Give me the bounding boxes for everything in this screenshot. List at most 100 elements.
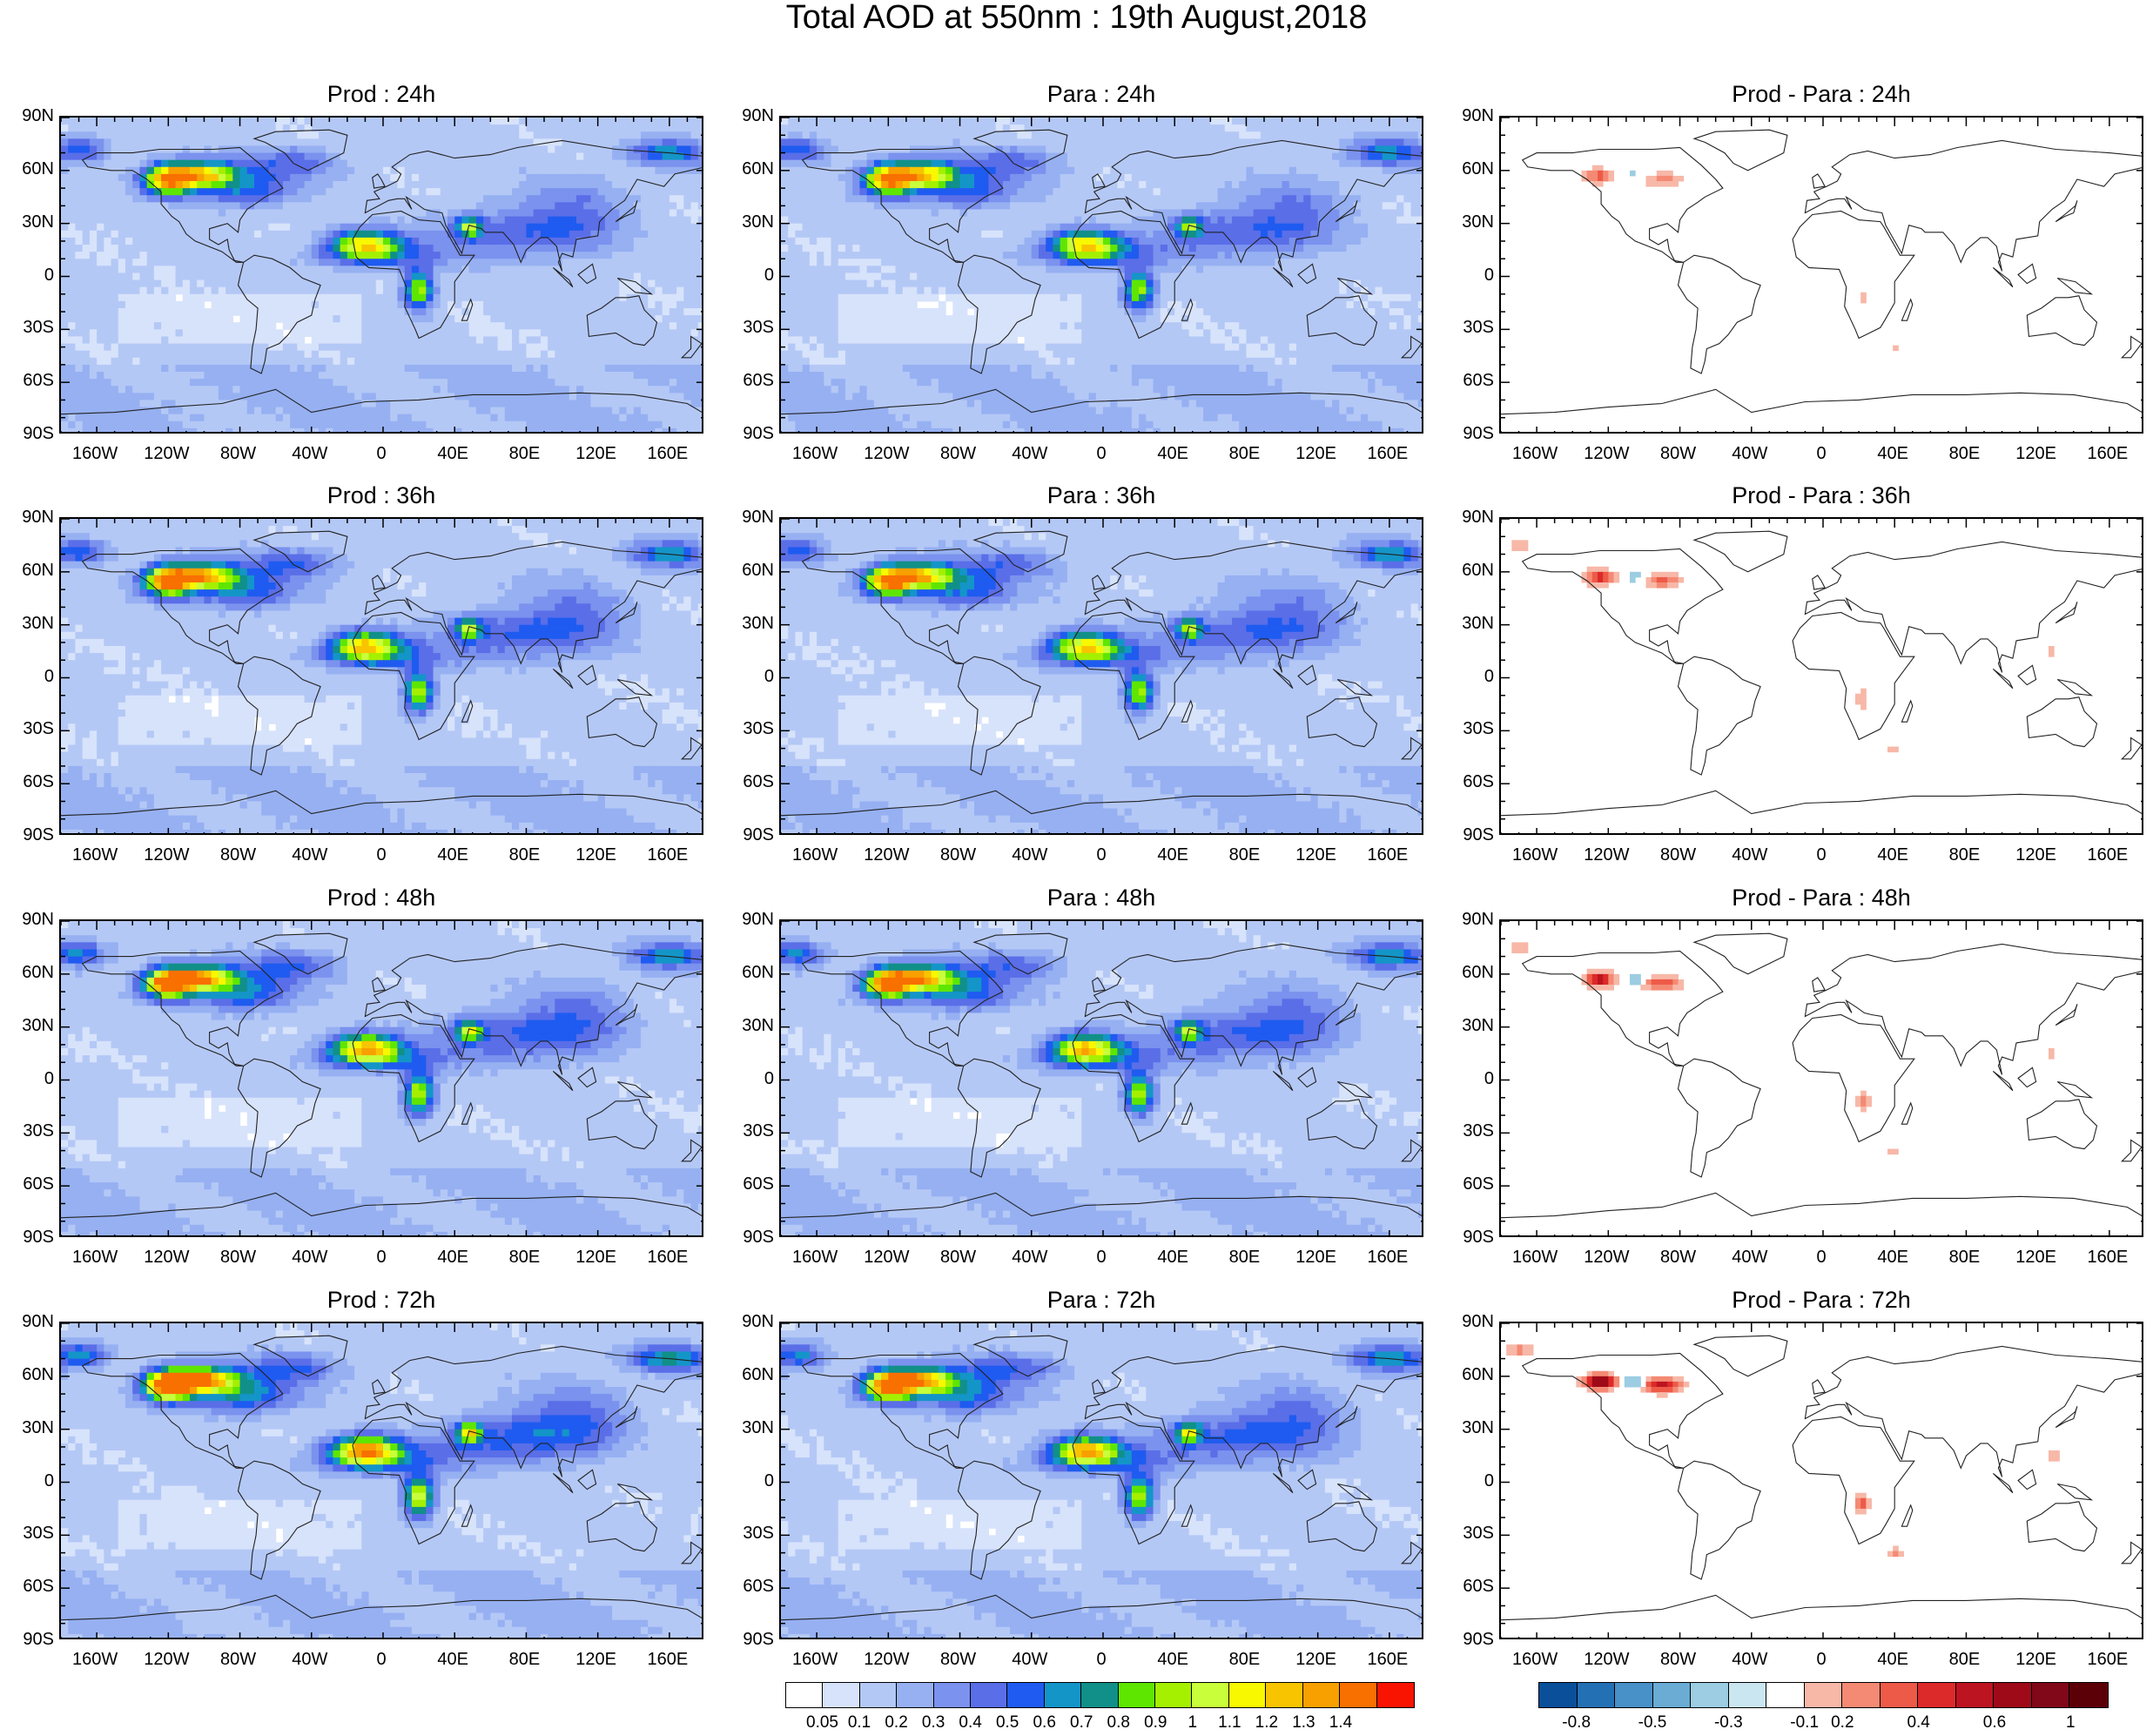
coastline [1092,1379,1106,1395]
latitude-label: 0 [722,1069,774,1088]
antarctic-coastline [781,1594,1422,1621]
aod-map [779,116,1423,434]
coastline [352,1013,475,1143]
latitude-label: 90N [2,910,54,929]
longitude-label: 40W [995,1248,1065,1267]
colorbar-label: 1.2 [1241,1713,1293,1733]
coastline [1084,139,1422,272]
longitude-label: 120W [851,845,921,865]
latitude-label: 60N [2,963,54,982]
latitude-label: 60N [722,963,774,982]
latitude-label: 60S [2,1577,54,1596]
longitude-label: 120W [851,444,921,463]
coastline [1992,1472,2014,1494]
coastline [237,656,321,776]
longitude-label: 120W [131,1650,201,1669]
longitude-label: 40W [1715,845,1785,865]
coastline [1092,173,1106,189]
latitude-label: 30N [722,1418,774,1437]
latitude-label: 30S [1442,1524,1494,1543]
aod-map [779,517,1423,835]
coastline [586,1501,658,1552]
coastline [801,146,1004,263]
latitude-label: 90N [1442,106,1494,125]
coastline [1692,932,1788,975]
longitude-label: 80W [204,845,273,865]
latitude-label: 90S [1442,1630,1494,1649]
coastline [586,295,658,347]
antarctic-coastline [61,388,702,415]
colorbar-swatch [1652,1683,1692,1707]
latitude-label: 30S [1442,318,1494,337]
coastline [1792,1416,1915,1545]
coastline [1792,210,1915,340]
coastline [2017,1066,2037,1088]
latitude-label: 60S [722,1577,774,1596]
coastline [364,943,702,1075]
latitude-label: 30S [722,719,774,738]
longitude-label: 0 [1066,444,1136,463]
longitude-label: 40W [275,444,345,463]
antarctic-coastline [781,1192,1422,1219]
longitude-label: 120E [2002,1248,2071,1267]
colorbar-swatch [1766,1683,1805,1707]
longitude-label: 80E [489,1650,559,1669]
coastline [801,950,1004,1066]
latitude-label: 30S [1442,719,1494,738]
longitude-label: 80W [1644,845,1713,865]
latitude-label: 30N [1442,614,1494,633]
coastline [1400,1139,1422,1162]
latitude-label: 0 [1442,1069,1494,1088]
latitude-label: 90N [2,106,54,125]
latitude-label: 90N [1442,910,1494,929]
longitude-label: 160E [2073,1650,2143,1669]
colorbar-label: 0.05 [797,1713,849,1733]
coastline [2017,1469,2037,1490]
coastline [615,602,638,624]
latitude-label: 90S [1442,1228,1494,1247]
coastline [1272,266,1294,288]
coastline [461,699,474,723]
coastline [2120,1541,2142,1564]
colorbar-swatch [1266,1683,1303,1707]
coastline [1812,977,1826,992]
latitude-label: 60N [2,561,54,580]
aod-map [59,1322,703,1639]
panel-title: Prod : 48h [59,885,703,911]
longitude-label: 0 [1786,444,1856,463]
latitude-label: 90N [722,1312,774,1331]
coastline [616,678,654,696]
longitude-label: 160W [1500,1248,1570,1267]
longitude-label: 160E [2073,845,2143,865]
antarctic-coastline [781,388,1422,415]
longitude-label: 160E [633,1650,703,1669]
coastline [1792,611,1915,741]
coastline [372,575,386,590]
aod-map [59,919,703,1237]
longitude-label: 120E [562,444,631,463]
panel-title: Para : 48h [779,885,1423,911]
latitude-label: 30N [722,614,774,633]
colorbar-swatch [933,1683,972,1707]
coastline [237,1460,321,1580]
colorbar-swatch [1691,1683,1729,1707]
aod-colorbar-bar [785,1682,1415,1708]
coastline [615,1406,638,1429]
latitude-label: 90S [2,825,54,844]
panel-title: Para : 72h [779,1287,1423,1313]
latitude-label: 30N [1442,212,1494,232]
latitude-label: 60S [2,371,54,390]
colorbar-label: 0.9 [1129,1713,1181,1733]
panel-title: Prod : 72h [59,1287,703,1313]
coastline [1084,1345,1422,1477]
coastline [2017,263,2037,285]
coastline [972,1335,1068,1377]
coastline [972,129,1068,172]
latitude-label: 90N [722,910,774,929]
longitude-label: 40W [995,1650,1065,1669]
longitude-label: 160E [633,1248,703,1267]
latitude-label: 0 [2,266,54,285]
coastline [1901,298,1914,321]
longitude-label: 0 [346,444,416,463]
coastline [2055,200,2078,223]
